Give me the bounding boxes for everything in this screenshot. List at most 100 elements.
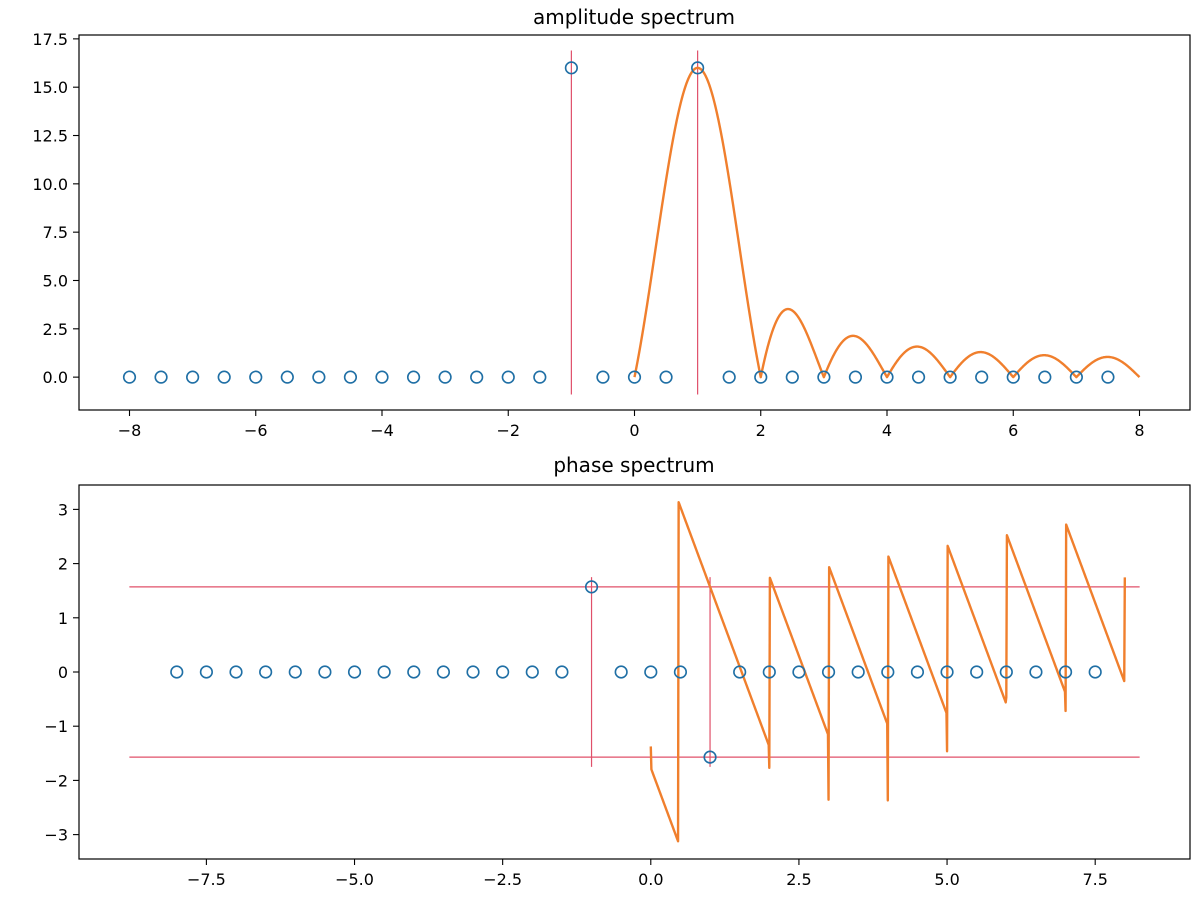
amplitude-x-tick-label-0: −8 — [118, 421, 142, 440]
phase-point-25 — [910, 665, 925, 679]
phase-point-30 — [1058, 665, 1073, 679]
amplitude-point-30 — [1069, 370, 1083, 384]
phase-point-8 — [407, 665, 421, 679]
phase-axes-frame — [78, 484, 1191, 860]
phase-point-14 — [584, 580, 599, 594]
phase-point-21 — [792, 665, 806, 679]
amplitude-point-23 — [848, 370, 863, 384]
phase-point-19 — [733, 665, 747, 679]
amplitude-point-10 — [438, 370, 452, 384]
amplitude-point-4 — [249, 370, 263, 384]
phase-x-tick-label-1: −5.0 — [335, 870, 374, 889]
amplitude-y-tick-label-2: 5.0 — [43, 271, 68, 290]
amplitude-spectrum-panel: amplitude spectrum −8 −6 −4 −2 0 2 4 6 8 0.0 2.5 5… — [32, 5, 1191, 440]
phase-y-tick-label-3: 0 — [58, 663, 68, 682]
amplitude-point-3 — [217, 370, 231, 384]
phase-y-ticks: −3 −2 −1 0 1 2 3 — [44, 500, 79, 845]
phase-x-tick-label-5: 5.0 — [934, 870, 959, 889]
phase-point-13 — [555, 665, 569, 679]
phase-point-9 — [436, 665, 451, 679]
phase-x-tick-label-3: 0.0 — [638, 870, 663, 889]
amplitude-axes-frame — [78, 34, 1191, 411]
amplitude-point-24 — [880, 370, 894, 384]
phase-marks — [129, 501, 1140, 843]
phase-title: phase spectrum — [553, 453, 714, 477]
phase-y-tick-label-6: 3 — [58, 500, 68, 519]
phase-spectrum-panel: phase spectrum −7.5 −5.0 −2.5 0.0 2.5 5.0 7.5 … — [44, 453, 1191, 889]
amplitude-point-7 — [343, 370, 358, 384]
amplitude-point-25 — [911, 370, 926, 384]
phase-y-tick-label-1: −2 — [44, 771, 68, 790]
phase-point-4 — [288, 665, 302, 679]
amplitude-point-21 — [785, 370, 799, 384]
phase-point-20 — [762, 665, 776, 679]
amplitude-curve — [633, 66, 1141, 379]
amplitude-point-14 — [564, 61, 578, 75]
amplitude-x-tick-label-3: −2 — [496, 421, 520, 440]
phase-point-31 — [1088, 665, 1102, 679]
amplitude-title: amplitude spectrum — [533, 5, 735, 29]
amplitude-y-tick-label-6: 15.0 — [32, 78, 68, 97]
amplitude-point-16 — [627, 370, 642, 384]
amplitude-y-tick-label-1: 2.5 — [43, 320, 68, 339]
phase-point-22 — [821, 665, 836, 679]
phase-point-2 — [229, 665, 243, 679]
phase-point-7 — [377, 665, 391, 679]
phase-point-0 — [170, 665, 184, 679]
amplitude-point-29 — [1038, 370, 1052, 384]
amplitude-point-8 — [375, 370, 389, 384]
phase-point-16 — [644, 665, 658, 679]
amplitude-point-0 — [122, 370, 137, 384]
amplitude-point-26 — [943, 370, 957, 384]
amplitude-point-20 — [754, 370, 768, 384]
amplitude-y-tick-label-7: 17.5 — [32, 30, 68, 49]
phase-point-27 — [970, 665, 984, 679]
amplitude-y-tick-label-0: 0.0 — [43, 368, 68, 387]
amplitude-point-12 — [501, 370, 515, 384]
phase-point-6 — [347, 665, 362, 679]
amplitude-point-11 — [470, 370, 484, 384]
amplitude-point-22 — [817, 370, 831, 384]
phase-y-tick-label-5: 2 — [58, 555, 68, 574]
phase-y-tick-label-4: 1 — [58, 609, 68, 628]
phase-point-1 — [199, 665, 213, 679]
phase-point-23 — [851, 665, 865, 679]
amplitude-point-5 — [280, 370, 294, 384]
phase-x-tick-label-0: −7.5 — [187, 870, 226, 889]
amplitude-x-ticks: −8 −6 −4 −2 0 2 4 6 8 — [118, 410, 1145, 440]
amplitude-point-19 — [722, 370, 736, 384]
amplitude-point-1 — [154, 370, 168, 384]
phase-point-15 — [614, 665, 628, 679]
amplitude-x-tick-label-1: −6 — [244, 421, 268, 440]
phase-point-29 — [1029, 665, 1043, 679]
phase-point-26 — [940, 665, 954, 679]
amplitude-y-ticks: 0.0 2.5 5.0 7.5 10.0 12.5 15.0 17.5 — [32, 30, 79, 387]
amplitude-point-18 — [691, 61, 705, 75]
phase-curve — [649, 501, 1127, 843]
phase-x-tick-label-6: 7.5 — [1082, 870, 1107, 889]
phase-y-tick-label-2: −1 — [44, 717, 68, 736]
amplitude-x-tick-label-8: 8 — [1134, 421, 1144, 440]
amplitude-point-27 — [975, 370, 989, 384]
amplitude-x-tick-label-4: 0 — [629, 421, 639, 440]
amplitude-y-tick-label-3: 7.5 — [43, 223, 68, 242]
amplitude-point-28 — [1006, 370, 1020, 384]
amplitude-point-9 — [406, 370, 421, 384]
phase-point-10 — [466, 665, 480, 679]
amplitude-point-31 — [1101, 370, 1115, 384]
amplitude-point-2 — [186, 370, 200, 384]
amplitude-x-tick-label-7: 6 — [1008, 421, 1018, 440]
amplitude-x-tick-label-5: 2 — [756, 421, 766, 440]
phase-x-ticks: −7.5 −5.0 −2.5 0.0 2.5 5.0 7.5 — [187, 859, 1108, 889]
amplitude-point-13 — [533, 370, 547, 384]
amplitude-x-tick-label-2: −4 — [370, 421, 394, 440]
amplitude-marks — [122, 50, 1141, 395]
phase-point-17 — [673, 665, 688, 679]
phase-point-28 — [999, 665, 1013, 679]
amplitude-x-tick-label-6: 4 — [882, 421, 892, 440]
phase-x-tick-label-2: −2.5 — [483, 870, 522, 889]
amplitude-y-tick-label-4: 10.0 — [32, 175, 68, 194]
amplitude-point-17 — [659, 370, 673, 384]
phase-point-18 — [703, 750, 717, 764]
